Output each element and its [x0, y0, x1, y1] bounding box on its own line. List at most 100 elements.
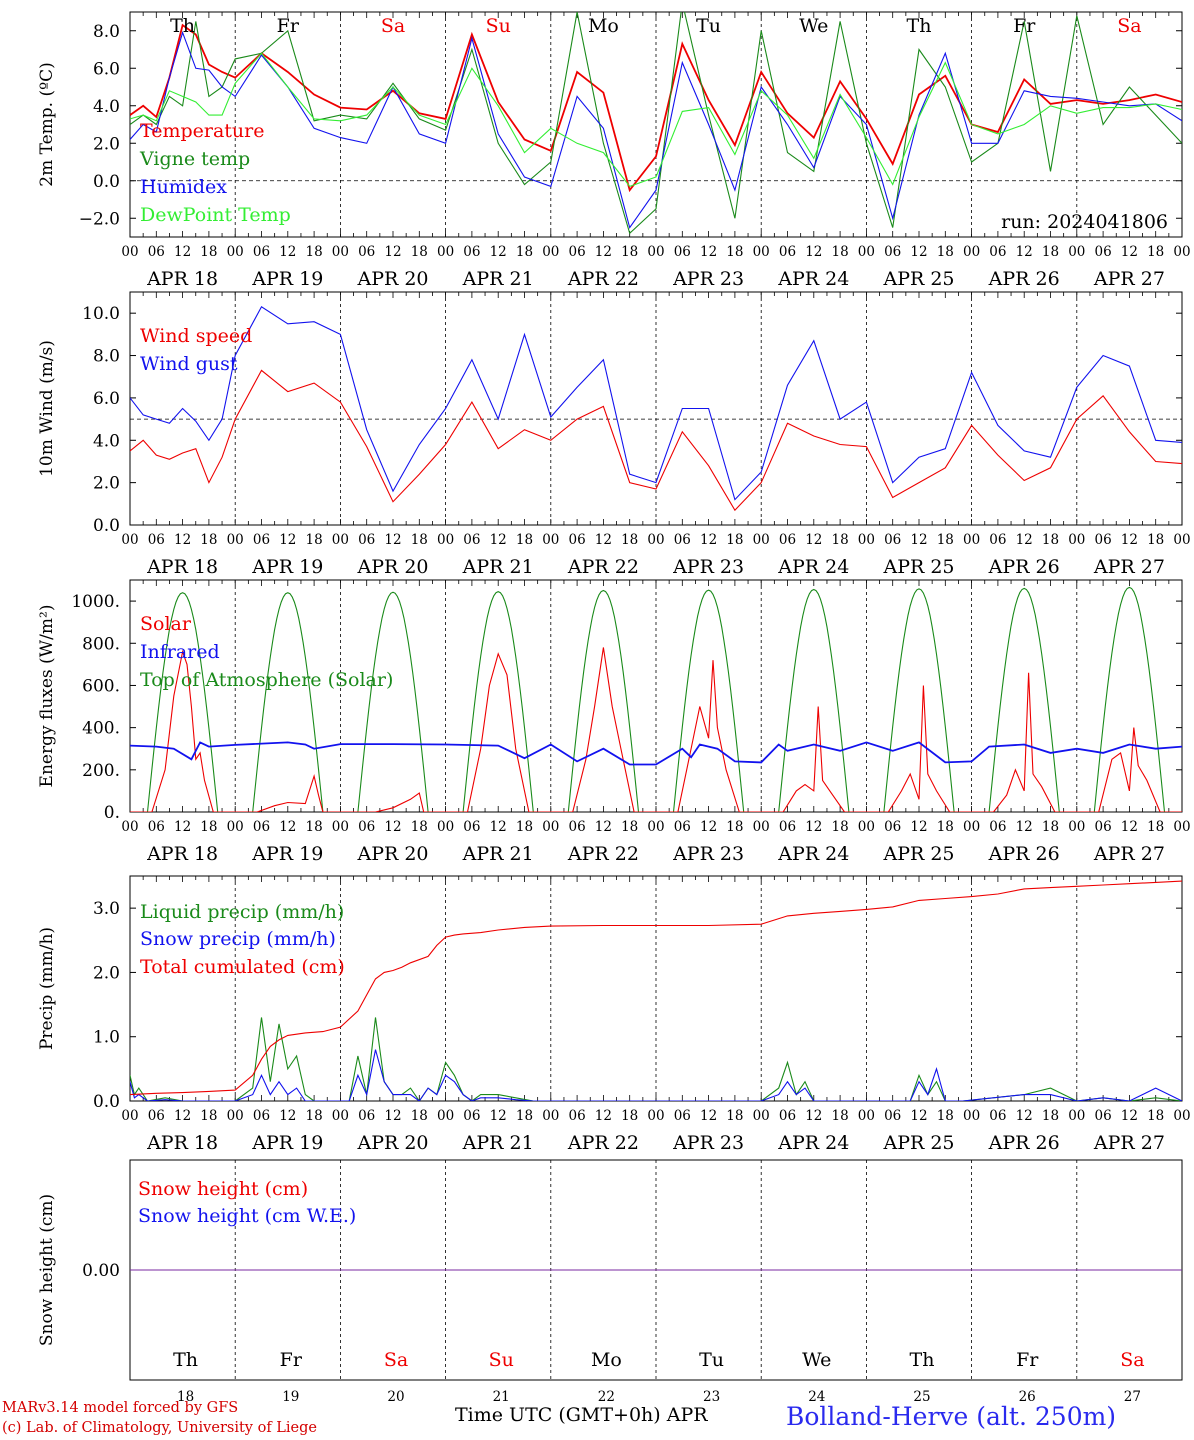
hour-tick-label: 18: [200, 819, 217, 835]
y-tick-label: 2.0: [93, 134, 120, 154]
hour-tick-label: 00: [542, 532, 559, 548]
hour-tick-label: 06: [1095, 532, 1112, 548]
y-tick-label: 200.: [82, 761, 120, 781]
model-note: MARv3.14 model forced by GFS: [2, 1400, 239, 1416]
hour-tick-label: 12: [174, 819, 191, 835]
day-of-week-label: Th: [910, 1349, 935, 1371]
hour-tick-label: 06: [1095, 244, 1112, 260]
date-label: APR 22: [567, 556, 639, 578]
hour-tick-label: 00: [1068, 532, 1085, 548]
hour-tick-label: 00: [858, 244, 875, 260]
hour-tick-label: 00: [227, 1108, 244, 1124]
date-label: APR 25: [882, 556, 954, 578]
hour-tick-label: 18: [411, 532, 428, 548]
hour-tick-label: 12: [1016, 819, 1033, 835]
day-of-week-label: Fr: [277, 15, 300, 37]
date-label: APR 19: [251, 1132, 323, 1154]
toa-solar-curve: [672, 589, 745, 812]
hour-tick-label: 00: [1068, 244, 1085, 260]
day-of-week-label: Tu: [699, 1349, 724, 1371]
hour-tick-label: 00: [542, 819, 559, 835]
toa-solar-curve: [778, 588, 850, 812]
hour-tick-label: 06: [1095, 1108, 1112, 1124]
date-label: APR 27: [1093, 1132, 1165, 1154]
hour-tick-label: 06: [884, 532, 901, 548]
hour-tick-label: 06: [779, 532, 796, 548]
y-tick-label: 3.0: [93, 899, 120, 919]
hour-tick-label: 18: [937, 532, 954, 548]
legend-entry: Snow height (cm): [138, 1178, 308, 1200]
hour-tick-label: 00: [121, 532, 138, 548]
hour-tick-label: 06: [569, 1108, 586, 1124]
date-label: APR 27: [1093, 268, 1165, 290]
series-line-vigne-temp: [130, 12, 1182, 235]
date-label: APR 20: [356, 1132, 428, 1154]
hour-tick-label: 12: [384, 1108, 401, 1124]
hour-tick-label: 18: [306, 532, 323, 548]
hour-tick-label: 12: [174, 1108, 191, 1124]
hour-tick-label: 18: [726, 244, 743, 260]
hour-tick-label: 00: [332, 532, 349, 548]
toa-solar-curve: [883, 588, 955, 812]
hour-tick-label: 00: [647, 244, 664, 260]
hour-tick-label: 06: [779, 244, 796, 260]
hour-tick-label: 00: [858, 532, 875, 548]
hour-tick-label: 06: [989, 1108, 1006, 1124]
hour-tick-label: 12: [1121, 244, 1138, 260]
hour-tick-label: 06: [779, 819, 796, 835]
hour-tick-label: 18: [726, 819, 743, 835]
y-tick-label: 0.00: [82, 1261, 120, 1281]
y-axis-label: 2m Temp. (ºC): [37, 62, 57, 187]
series-line-solar: [130, 647, 1182, 812]
hour-tick-label: 12: [384, 244, 401, 260]
y-tick-label: 6.0: [93, 59, 120, 79]
hour-tick-label: 06: [148, 1108, 165, 1124]
date-label: APR 19: [251, 556, 323, 578]
y-tick-label: 6.0: [93, 389, 120, 409]
date-label: APR 18: [146, 556, 218, 578]
legend-entry: Wind speed: [140, 325, 252, 347]
date-label: APR 23: [672, 268, 744, 290]
date-label: APR 18: [146, 843, 218, 865]
hour-tick-label: 06: [253, 819, 270, 835]
hour-tick-label: 00: [542, 1108, 559, 1124]
hour-tick-label: 00: [437, 532, 454, 548]
series-line-total-cumulated-cm-: [130, 880, 1182, 1096]
date-label: APR 21: [462, 556, 534, 578]
hour-tick-label: 12: [700, 532, 717, 548]
date-label: APR 24: [777, 843, 849, 865]
toa-solar-curve: [988, 587, 1060, 812]
hour-tick-label: 00: [753, 819, 770, 835]
date-number-label: 22: [598, 1389, 615, 1405]
hour-tick-label: 18: [726, 1108, 743, 1124]
date-number-label: 23: [703, 1389, 720, 1405]
hour-tick-label: 18: [516, 244, 533, 260]
date-label: APR 24: [777, 268, 849, 290]
hour-tick-label: 12: [805, 532, 822, 548]
hour-tick-label: 18: [621, 819, 638, 835]
series-line-infrared: [130, 741, 1182, 766]
hour-tick-label: 12: [1016, 532, 1033, 548]
y-tick-label: 4.0: [93, 97, 120, 117]
legend-entry: DewPoint Temp: [140, 204, 291, 226]
hour-tick-label: 00: [437, 244, 454, 260]
date-label: APR 20: [356, 268, 428, 290]
day-of-week-label: Sa: [384, 1349, 408, 1371]
hour-tick-label: 06: [358, 1108, 375, 1124]
hour-tick-label: 06: [884, 819, 901, 835]
hour-tick-label: 06: [358, 244, 375, 260]
hour-tick-label: 18: [411, 244, 428, 260]
hour-tick-label: 00: [963, 1108, 980, 1124]
y-tick-label: 8.0: [93, 22, 120, 42]
hour-tick-label: 18: [1042, 244, 1059, 260]
hour-tick-label: 00: [332, 244, 349, 260]
hour-tick-label: 18: [832, 532, 849, 548]
hour-tick-label: 00: [1173, 244, 1190, 260]
y-axis-label: Snow height (cm): [37, 1194, 57, 1346]
hour-tick-label: 00: [1068, 819, 1085, 835]
day-of-week-label: Fr: [280, 1349, 303, 1371]
date-label: APR 25: [882, 1132, 954, 1154]
hour-tick-label: 06: [463, 532, 480, 548]
hour-tick-label: 06: [463, 1108, 480, 1124]
hour-tick-label: 00: [121, 819, 138, 835]
